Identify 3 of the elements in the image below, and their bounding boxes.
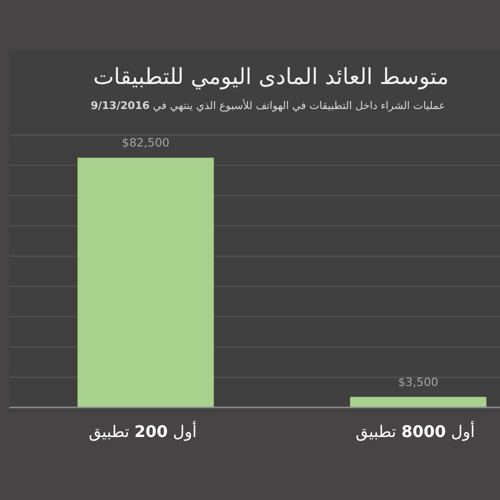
data-label: $3,500 [398, 374, 438, 389]
chart-title: متوسط العائد المادى اليومي للتطبيقات [93, 65, 449, 90]
data-label: $82,500 [122, 136, 170, 150]
